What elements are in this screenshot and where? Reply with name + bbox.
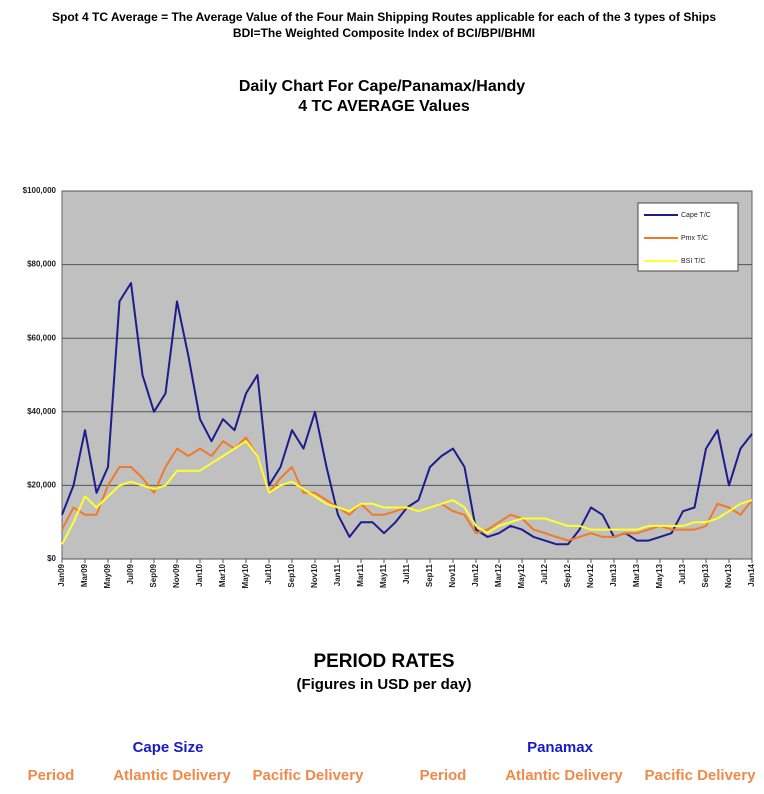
x-tick-label: Mar12 <box>494 563 503 587</box>
y-tick-label: $40,000 <box>27 407 56 416</box>
x-tick-label: Jan14 <box>747 563 756 586</box>
header-line: Spot 4 TC Average = The Average Value of… <box>52 10 716 24</box>
x-tick-label: Sep10 <box>287 563 296 587</box>
x-tick-label: Sep09 <box>149 563 158 587</box>
column-header: Period <box>420 767 467 784</box>
x-tick-label: Jan10 <box>195 563 204 586</box>
x-tick-label: Jul09 <box>126 563 135 584</box>
x-tick-label: May09 <box>103 563 112 588</box>
x-tick-label: May10 <box>241 563 250 588</box>
plot-area <box>61 190 753 560</box>
x-tick-label: Nov13 <box>724 563 733 588</box>
y-tick-label: $60,000 <box>27 333 56 342</box>
section-subtitle: (Figures in USD per day) <box>296 676 471 693</box>
x-tick-label: Jan12 <box>471 563 480 586</box>
y-tick-label: $100,000 <box>23 186 57 195</box>
column-header: Pacific Delivery <box>253 767 365 784</box>
chart-title: Daily Chart For Cape/Panamax/Handy <box>239 78 525 95</box>
x-tick-label: May11 <box>379 563 388 588</box>
column-header: Atlantic Delivery <box>113 767 231 784</box>
x-tick-label: Jul10 <box>264 563 273 584</box>
header-line: BDI=The Weighted Composite Index of BCI/… <box>233 26 535 40</box>
x-tick-label: Jan09 <box>57 563 66 586</box>
column-header: Pacific Delivery <box>645 767 757 784</box>
x-tick-label: Jan13 <box>609 563 618 586</box>
series-line <box>61 440 753 545</box>
x-tick-label: Sep12 <box>563 563 572 587</box>
y-tick-label: $80,000 <box>27 260 56 269</box>
x-tick-label: Nov11 <box>448 563 457 587</box>
x-tick-label: Sep13 <box>701 563 710 587</box>
x-tick-label: Sep11 <box>425 563 434 587</box>
x-tick-label: Nov12 <box>586 563 595 588</box>
legend-label: Cape T/C <box>681 212 711 219</box>
x-tick-label: Mar13 <box>632 563 641 587</box>
x-tick-label: Jul13 <box>678 563 687 584</box>
x-tick-label: Jul12 <box>540 563 549 584</box>
x-tick-label: Nov10 <box>310 563 319 588</box>
x-tick-label: Nov09 <box>172 563 181 588</box>
group-title: Panamax <box>527 739 594 756</box>
x-tick-label: Mar11 <box>356 563 365 586</box>
x-tick-label: Mar10 <box>218 563 227 587</box>
column-header: Atlantic Delivery <box>505 767 623 784</box>
group-title: Cape Size <box>133 739 204 756</box>
x-tick-label: Jul11 <box>402 563 411 584</box>
section-title: PERIOD RATES <box>313 651 454 672</box>
x-tick-label: Mar09 <box>80 563 89 587</box>
chart-subtitle: 4 TC AVERAGE Values <box>298 98 470 115</box>
x-tick-label: Jan11 <box>333 563 342 586</box>
x-tick-label: May12 <box>517 563 526 588</box>
legend-label: Pmx T/C <box>681 235 708 242</box>
column-header: Period <box>28 767 75 784</box>
y-tick-label: $0 <box>47 554 56 563</box>
legend-label: BSI T/C <box>681 258 705 265</box>
y-tick-label: $20,000 <box>27 481 56 490</box>
x-tick-label: May13 <box>655 563 664 588</box>
